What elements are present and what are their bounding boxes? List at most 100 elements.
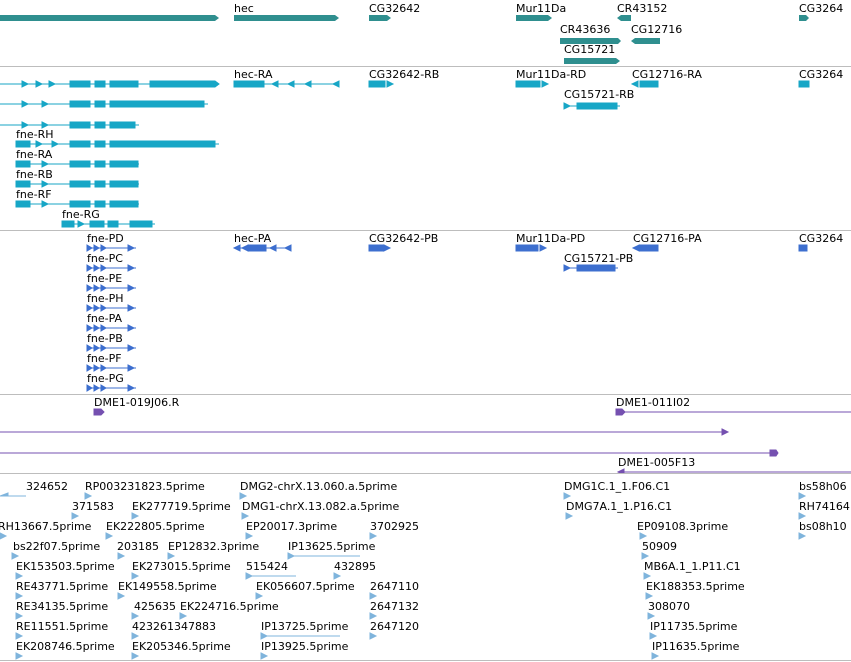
est-label: EK273015.5prime [132, 560, 231, 573]
est-glyphs [0, 492, 807, 660]
gene-cr43152-glyph[interactable] [617, 15, 631, 21]
est-label: IP13625.5prime [288, 540, 376, 553]
protein-label: CG3264 [799, 232, 844, 245]
clone-011i02-glyph[interactable] [615, 408, 626, 416]
est-label: 2647110 [370, 580, 419, 593]
est-label: RH74164 [799, 500, 850, 513]
transcript-label: fne-RG [62, 208, 100, 221]
est-track: 324652 RP003231823.5prime DMG2-chrX.13.0… [0, 473, 851, 660]
protein-label: CG12716-PA [633, 232, 702, 245]
est-label: EK205346.5prime [132, 640, 231, 653]
gene-label: hec [234, 2, 254, 15]
transcripts-a-glyphs [0, 80, 810, 228]
est-label: EK153503.5prime [16, 560, 115, 573]
est-label: DMG7A.1_1.P16.C1 [566, 500, 673, 513]
clone-005f13-glyph[interactable] [616, 468, 625, 473]
est-label: 515424 [246, 560, 288, 573]
transcript-label: Mur11Da-RD [516, 68, 587, 81]
gene-mur11da-glyph[interactable] [516, 15, 552, 21]
protein-label: fne-PD [87, 232, 124, 245]
gene-hec-glyph[interactable] [234, 15, 339, 21]
protein-label: fne-PH [87, 292, 124, 305]
est-label: 308070 [648, 600, 690, 613]
est-label: RE43771.5prime [16, 580, 109, 593]
est-label: EK056607.5prime [256, 580, 355, 593]
gene-cg15721-glyph[interactable] [564, 58, 620, 64]
transcript-label: fne-RB [16, 168, 53, 181]
protein-label: fne-PG [87, 372, 124, 385]
transcript-label: hec-RA [234, 68, 273, 81]
gene-cr43636-glyph[interactable] [560, 38, 621, 44]
transcripts-track-a: hec-RA CG32642-RB Mur11Da-RD CG12716-RA … [0, 66, 851, 230]
protein-label: Mur11Da-PD [516, 232, 586, 245]
gene-label: CR43152 [617, 2, 668, 15]
track-separator [0, 394, 851, 395]
clone-label: DME1-005F13 [618, 456, 696, 469]
gene-cg3264-glyph[interactable] [799, 15, 809, 21]
track-separator [0, 230, 851, 231]
est-label: DMG2-chrX.13.060.a.5prime [240, 480, 398, 493]
est-label: 371583 [72, 500, 114, 513]
transcript-label: fne-RH [16, 128, 54, 141]
protein-label: fne-PA [87, 312, 123, 325]
transcript-label: fne-RA [16, 148, 53, 161]
protein-label: hec-PA [234, 232, 272, 245]
est-label: bs08h10 [799, 520, 847, 533]
est-label: IP11635.5prime [652, 640, 740, 653]
gene-cg12716-glyph[interactable] [631, 38, 660, 44]
clone-label: DME1-019J06.R [94, 396, 180, 409]
est-label: 425635 [134, 600, 176, 613]
est-label: EK224716.5prime [180, 600, 279, 613]
est-label: bs22f07.5prime [13, 540, 101, 553]
protein-label: CG15721-PB [564, 252, 634, 265]
est-label: RE34135.5prime [16, 600, 109, 613]
est-label: RE11551.5prime [16, 620, 109, 633]
gene-label: CG32642 [369, 2, 421, 15]
est-label: EK208746.5prime [16, 640, 115, 653]
est-label: EK188353.5prime [646, 580, 745, 593]
est-label: bs58h06 [799, 480, 847, 493]
est-label: DMG1C.1_1.F06.C1 [564, 480, 671, 493]
est-label: 2647120 [370, 620, 419, 633]
protein-label: CG32642-PB [369, 232, 439, 245]
track-separator [0, 660, 851, 661]
clone-019j06-glyph[interactable] [93, 408, 105, 416]
protein-label: fne-PC [87, 252, 123, 265]
protein-label: fne-PE [87, 272, 123, 285]
genes-track: hec CG32642 Mur11Da CR43152 CG3264 CR436… [0, 0, 851, 66]
est-label: IP11735.5prime [650, 620, 738, 633]
est-label: EK222805.5prime [106, 520, 205, 533]
track-separator [0, 66, 851, 67]
est-label: RP003231823.5prime [85, 480, 205, 493]
est-label: 423261347883 [132, 620, 216, 633]
est-label: IP13925.5prime [261, 640, 349, 653]
protein-label: fne-PB [87, 332, 123, 345]
gene-cg32642-glyph[interactable] [369, 15, 391, 21]
genes-glyphs [0, 15, 809, 64]
gene-fne-glyph[interactable] [0, 15, 219, 21]
est-label: 3702925 [370, 520, 419, 533]
transcripts-track-b: fne-PD hec-PA CG32642-PB Mur11Da-PD CG12… [0, 230, 851, 394]
est-label: 432895 [334, 560, 376, 573]
gene-label: CG15721 [564, 43, 616, 56]
est-label: EK149558.5prime [118, 580, 217, 593]
gene-label: Mur11Da [516, 2, 567, 15]
gene-label: CG12716 [631, 23, 683, 36]
transcript-label: CG3264 [799, 68, 844, 81]
transcript-label: CG15721-RB [564, 88, 635, 101]
transcripts-b-glyphs [86, 244, 808, 392]
transcript-label: CG12716-RA [632, 68, 702, 81]
track-separator [0, 473, 851, 474]
est-label: 324652 [26, 480, 68, 493]
clone-label: DME1-011I02 [616, 396, 691, 409]
est-label: RH13667.5prime [0, 520, 92, 533]
est-label: DMG1-chrX.13.082.a.5prime [242, 500, 400, 513]
gene-label: CR43636 [560, 23, 611, 36]
transcript-label: CG32642-RB [369, 68, 440, 81]
est-label: MB6A.1_1.P11.C1 [644, 560, 741, 573]
est-label: EP20017.3prime [246, 520, 338, 533]
est-label: IP13725.5prime [261, 620, 349, 633]
clones-track: DME1-019J06.R DME1-011I02 DME1-005F13 [0, 394, 851, 473]
transcript-label: fne-RF [16, 188, 52, 201]
